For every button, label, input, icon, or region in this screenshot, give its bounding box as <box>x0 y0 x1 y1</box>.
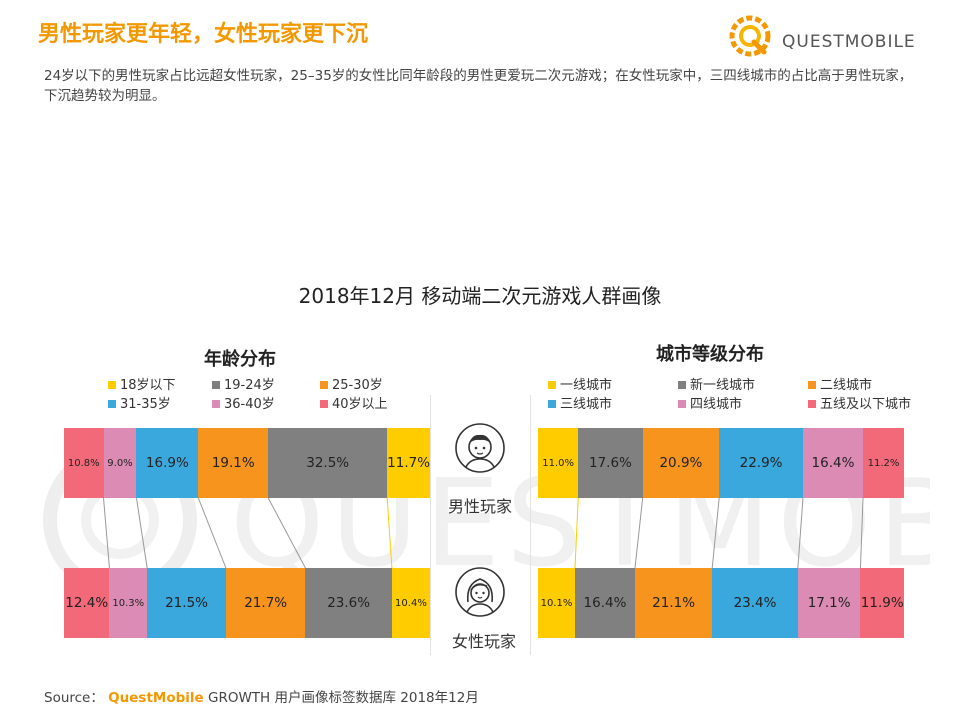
bar-segment-1-1-1: 16.4% <box>574 568 635 638</box>
bar-segment-0-0-1: 32.5% <box>268 428 388 498</box>
age-bar-female: 10.4% 23.6% 21.7% 21.5% 10.3% 12.4% <box>64 568 430 638</box>
bar-segment-1-0-0: 11.0% <box>538 428 579 498</box>
female-avatar-icon <box>455 567 505 617</box>
bar-segment-1-1-3: 23.4% <box>712 568 798 638</box>
bar-segment-0-1-1: 23.6% <box>305 568 392 638</box>
city-panel-title: 城市等级分布 <box>656 344 764 365</box>
bar-segment-0-0-4: 9.0% <box>103 428 137 498</box>
legend-swatch <box>548 399 556 408</box>
legend-item-1-3: 三线城市 <box>548 393 612 412</box>
source-brand: QuestMobile <box>108 690 204 706</box>
bar-segment-0-0-2: 19.1% <box>198 428 269 498</box>
source-note: Source： QuestMobile GROWTH 用户画像标签数据库 201… <box>44 686 479 706</box>
connector-line-1-3 <box>797 497 804 569</box>
bar-segment-1-0-1: 17.6% <box>578 428 643 498</box>
bar-segment-0-0-0: 11.7% <box>387 428 430 498</box>
legend-swatch <box>108 399 116 408</box>
right-divider <box>530 395 531 655</box>
legend-label: 二线城市 <box>820 378 873 393</box>
bar-segment-1-1-0: 10.1% <box>538 568 575 638</box>
legend-item-0-2: 25-30岁 <box>320 374 383 393</box>
legend-item-0-3: 31-35岁 <box>108 393 171 412</box>
male-label: 男性玩家 <box>447 497 512 516</box>
page-title: 男性玩家更年轻，女性玩家更下沉 <box>38 22 369 47</box>
legend-label: 40岁以上 <box>332 397 388 412</box>
connector-line-1-1 <box>634 497 644 569</box>
bar-segment-0-1-5: 12.4% <box>64 568 110 638</box>
legend-swatch <box>212 380 220 389</box>
source-prefix: Source： <box>44 690 104 706</box>
bar-segment-1-1-5: 11.9% <box>860 568 904 638</box>
legend-label: 一线城市 <box>560 378 613 393</box>
legend-item-1-2: 二线城市 <box>808 374 872 393</box>
chart-title: 2018年12月 移动端二次元游戏人群画像 <box>298 284 662 308</box>
legend-label: 36-40岁 <box>224 397 275 412</box>
legend-swatch <box>108 380 116 389</box>
left-divider <box>430 395 431 655</box>
legend-item-0-0: 18岁以下 <box>108 374 176 393</box>
legend-swatch <box>808 380 816 389</box>
source-rest: GROWTH 用户画像标签数据库 2018年12月 <box>207 690 479 706</box>
connector-line-1-0 <box>574 497 579 569</box>
page-description: 24岁以下的男性玩家占比远超女性玩家，25–35岁的女性比同年龄段的男性更爱玩二… <box>44 68 913 104</box>
male-avatar-icon <box>455 423 505 473</box>
bar-segment-0-0-5: 10.8% <box>64 428 104 498</box>
connector-line-0-1 <box>267 497 306 569</box>
connector-line-0-2 <box>197 497 227 569</box>
legend-item-0-5: 40岁以上 <box>320 393 388 412</box>
legend-label: 三线城市 <box>560 397 613 412</box>
legend-item-1-0: 一线城市 <box>548 374 612 393</box>
bar-segment-1-1-4: 17.1% <box>797 568 861 638</box>
connector-line-1-2 <box>711 497 720 569</box>
questmobile-logo: QUESTMOBILE <box>728 14 928 58</box>
legend-swatch <box>320 380 328 389</box>
legend-swatch <box>212 399 220 408</box>
bar-segment-1-1-2: 21.1% <box>634 568 713 638</box>
legend-item-1-1: 新一线城市 <box>678 374 755 393</box>
bar-segment-0-0-3: 16.9% <box>136 428 199 498</box>
legend-swatch <box>320 399 328 408</box>
legend-label: 五线及以下城市 <box>820 397 912 412</box>
legend-swatch <box>808 399 816 408</box>
connector-line-1-4 <box>859 497 864 569</box>
bar-segment-1-0-3: 22.9% <box>719 428 803 498</box>
age-panel-title: 年龄分布 <box>204 349 276 370</box>
city-bar-female: 10.1% 16.4% 21.1% 23.4% 17.1% 11.9% <box>538 568 904 638</box>
logo-text: QUESTMOBILE <box>782 32 916 52</box>
female-label: 女性玩家 <box>451 632 516 651</box>
bar-segment-0-1-3: 21.5% <box>147 568 226 638</box>
legend-swatch <box>678 380 686 389</box>
bar-segment-1-0-2: 20.9% <box>642 428 720 498</box>
legend-label: 新一线城市 <box>690 378 756 393</box>
legend-label: 25-30岁 <box>332 378 383 393</box>
legend-swatch <box>548 380 556 389</box>
bar-segment-1-0-5: 11.2% <box>863 428 904 498</box>
legend-item-0-4: 36-40岁 <box>212 393 275 412</box>
legend-swatch <box>678 399 686 408</box>
bar-segment-0-1-4: 10.3% <box>109 568 148 638</box>
connector-line-0-3 <box>135 497 148 569</box>
legend-item-1-4: 四线城市 <box>678 393 742 412</box>
legend-label: 18岁以下 <box>120 378 176 393</box>
legend-label: 31-35岁 <box>120 397 171 412</box>
city-bar-male: 11.0% 17.6% 20.9% 22.9% 16.4% 11.2% <box>538 428 904 498</box>
questmobile-logo-icon <box>729 15 771 57</box>
legend-item-1-5: 五线及以下城市 <box>808 393 911 412</box>
legend-label: 19-24岁 <box>224 378 275 393</box>
bar-segment-0-1-2: 21.7% <box>225 568 306 638</box>
bar-segment-0-1-0: 10.4% <box>391 568 430 638</box>
connector-line-0-4 <box>103 497 110 569</box>
bar-segment-1-0-4: 16.4% <box>802 428 863 498</box>
connector-line-0-0 <box>386 497 393 569</box>
legend-label: 四线城市 <box>690 397 743 412</box>
age-bar-male: 11.7% 32.5% 19.1% 16.9% 9.0% 10.8% <box>64 428 430 498</box>
legend-item-0-1: 19-24岁 <box>212 374 275 393</box>
